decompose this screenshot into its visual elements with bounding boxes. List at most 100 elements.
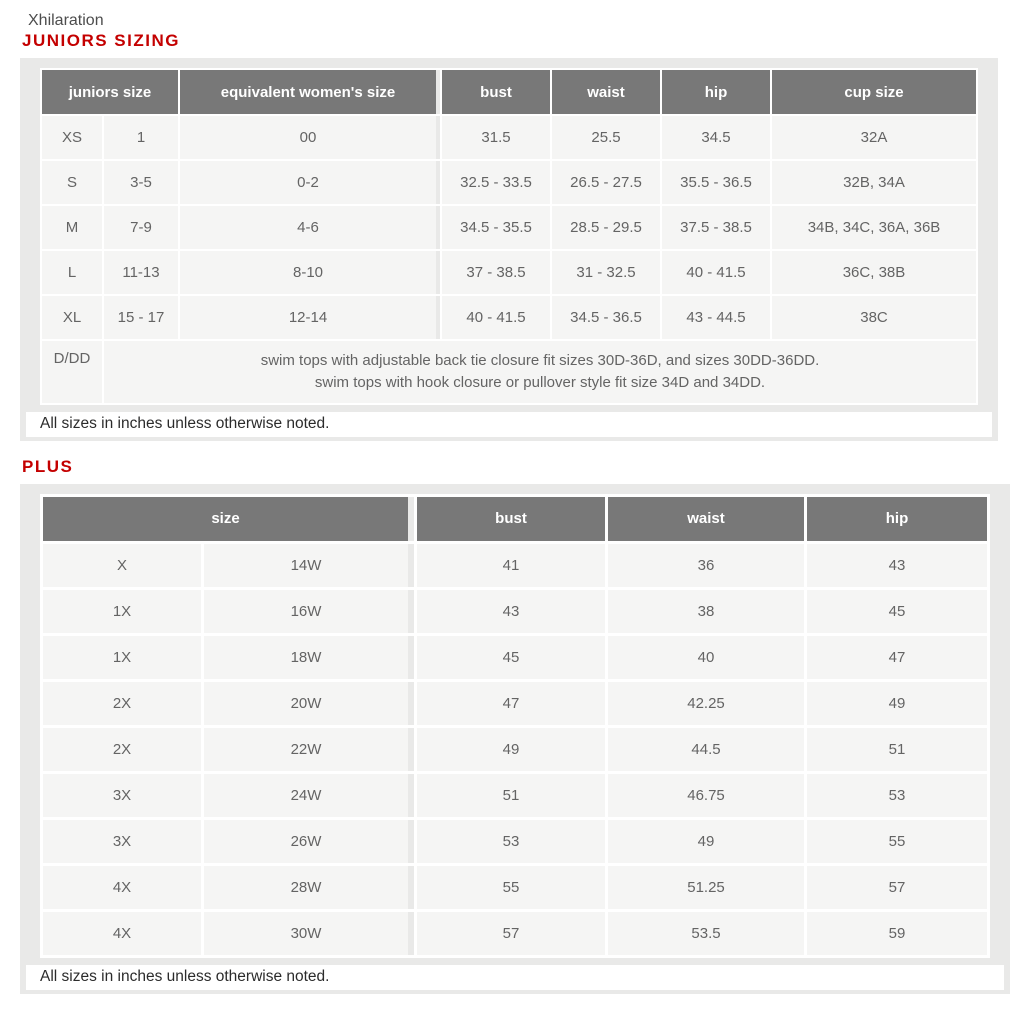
table-row: 4X 30W 57 53.5 59 xyxy=(43,911,987,955)
table-cell: 37 - 38.5 xyxy=(442,251,550,294)
table-cell: 51 xyxy=(417,773,606,817)
table-cell: 34.5 xyxy=(662,116,770,159)
table-cell: 0-2 xyxy=(180,161,440,204)
table-cell: 53.5 xyxy=(608,911,805,955)
table-row: 3X 26W 53 49 55 xyxy=(43,819,987,863)
juniors-footnote: All sizes in inches unless otherwise not… xyxy=(26,411,992,437)
table-cell: 31.5 xyxy=(442,116,550,159)
plus-footnote: All sizes in inches unless otherwise not… xyxy=(26,964,1004,990)
table-cell: 8-10 xyxy=(180,251,440,294)
table-cell: 45 xyxy=(417,635,606,679)
dd-note-row: D/DD swim tops with adjustable back tie … xyxy=(42,341,976,403)
table-cell: 26W xyxy=(204,819,415,863)
table-cell: 1X xyxy=(43,589,201,633)
table-cell: 43 xyxy=(807,543,987,587)
dd-note-line1: swim tops with adjustable back tie closu… xyxy=(260,352,820,369)
table-cell: 4X xyxy=(43,865,201,909)
table-cell: 49 xyxy=(417,727,606,771)
table-cell: 32B, 34A xyxy=(772,161,976,204)
juniors-table: juniors size equivalent women's size bus… xyxy=(40,68,978,405)
dd-note-section: D/DD swim tops with adjustable back tie … xyxy=(42,341,976,403)
table-row: M 7-9 4-6 34.5 - 35.5 28.5 - 29.5 37.5 - 38.5… xyxy=(42,206,976,249)
table-cell: XS xyxy=(42,116,102,159)
table-cell: 12-14 xyxy=(180,296,440,339)
col-header-juniors-size: juniors size xyxy=(42,70,178,114)
col-header-cup-size: cup size xyxy=(772,70,976,114)
table-row: 4X 28W 55 51.25 57 xyxy=(43,865,987,909)
table-cell: 1 xyxy=(104,116,178,159)
table-row: X 14W 41 36 43 xyxy=(43,543,987,587)
plus-table-header: size bust waist hip xyxy=(43,496,987,541)
table-cell: 57 xyxy=(807,865,987,909)
table-cell: 18W xyxy=(204,635,415,679)
table-cell: 3X xyxy=(43,819,201,863)
table-cell: 14W xyxy=(204,543,415,587)
juniors-panel: juniors size equivalent women's size bus… xyxy=(20,58,998,441)
table-cell: 55 xyxy=(417,865,606,909)
col-header-equivalent-womens-size: equivalent women's size xyxy=(180,70,440,114)
table-cell: 38 xyxy=(608,589,805,633)
table-cell: 40 - 41.5 xyxy=(442,296,550,339)
table-cell: 43 xyxy=(417,589,606,633)
table-cell: 57 xyxy=(417,911,606,955)
col-header-waist: waist xyxy=(552,70,660,114)
table-row: 3X 24W 51 46.75 53 xyxy=(43,773,987,817)
table-cell: 53 xyxy=(417,819,606,863)
dd-note-line2: swim tops with hook closure or pullover … xyxy=(314,373,766,391)
table-cell: 1X xyxy=(43,635,201,679)
dd-note: swim tops with adjustable back tie closu… xyxy=(104,341,976,403)
table-row: S 3-5 0-2 32.5 - 33.5 26.5 - 27.5 35.5 - 36.5… xyxy=(42,161,976,204)
table-cell: 15 - 17 xyxy=(104,296,178,339)
col-header-waist: waist xyxy=(608,496,805,541)
table-row: L 11-13 8-10 37 - 38.5 31 - 32.5 40 - 41.5 36C… xyxy=(42,251,976,294)
table-cell: 31 - 32.5 xyxy=(552,251,660,294)
table-cell: 49 xyxy=(807,681,987,725)
table-cell: 51 xyxy=(807,727,987,771)
table-cell: 44.5 xyxy=(608,727,805,771)
table-cell: 26.5 - 27.5 xyxy=(552,161,660,204)
table-cell: 55 xyxy=(807,819,987,863)
table-cell: 34.5 - 36.5 xyxy=(552,296,660,339)
table-cell: 36C, 38B xyxy=(772,251,976,294)
table-cell: 42.25 xyxy=(608,681,805,725)
table-row: XS 1 00 31.5 25.5 34.5 32A xyxy=(42,116,976,159)
table-cell: X xyxy=(43,543,201,587)
table-cell: 51.25 xyxy=(608,865,805,909)
table-cell: 22W xyxy=(204,727,415,771)
table-cell: 4-6 xyxy=(180,206,440,249)
table-cell: 47 xyxy=(417,681,606,725)
table-cell: 40 - 41.5 xyxy=(662,251,770,294)
table-cell: 11-13 xyxy=(104,251,178,294)
table-cell: 00 xyxy=(180,116,440,159)
table-cell: 41 xyxy=(417,543,606,587)
table-cell: 47 xyxy=(807,635,987,679)
col-header-size: size xyxy=(43,496,415,541)
table-cell: 2X xyxy=(43,681,201,725)
col-header-bust: bust xyxy=(442,70,550,114)
table-cell: 49 xyxy=(608,819,805,863)
table-cell: 7-9 xyxy=(104,206,178,249)
table-cell: 25.5 xyxy=(552,116,660,159)
table-cell: 3X xyxy=(43,773,201,817)
table-row: 2X 20W 47 42.25 49 xyxy=(43,681,987,725)
table-cell: 36 xyxy=(608,543,805,587)
table-cell: S xyxy=(42,161,102,204)
plus-heading: PLUS xyxy=(22,456,74,476)
table-cell: 28.5 - 29.5 xyxy=(552,206,660,249)
table-cell: 59 xyxy=(807,911,987,955)
table-row: XL 15 - 17 12-14 40 - 41.5 34.5 - 36.5 43 - 4… xyxy=(42,296,976,339)
brand-name: Xhilaration xyxy=(28,12,104,29)
table-cell: 45 xyxy=(807,589,987,633)
table-cell: 40 xyxy=(608,635,805,679)
table-cell: 38C xyxy=(772,296,976,339)
table-cell: 53 xyxy=(807,773,987,817)
juniors-table-body: XS 1 00 31.5 25.5 34.5 32A S 3-5 0-2 32.5 - 33.5 26… xyxy=(42,116,976,339)
juniors-table-header: juniors size equivalent women's size bus… xyxy=(42,70,976,114)
table-cell: 4X xyxy=(43,911,201,955)
table-cell: 43 - 44.5 xyxy=(662,296,770,339)
table-row: 1X 16W 43 38 45 xyxy=(43,589,987,633)
table-cell: 34.5 - 35.5 xyxy=(442,206,550,249)
table-cell: 28W xyxy=(204,865,415,909)
table-cell: L xyxy=(42,251,102,294)
table-cell: 46.75 xyxy=(608,773,805,817)
